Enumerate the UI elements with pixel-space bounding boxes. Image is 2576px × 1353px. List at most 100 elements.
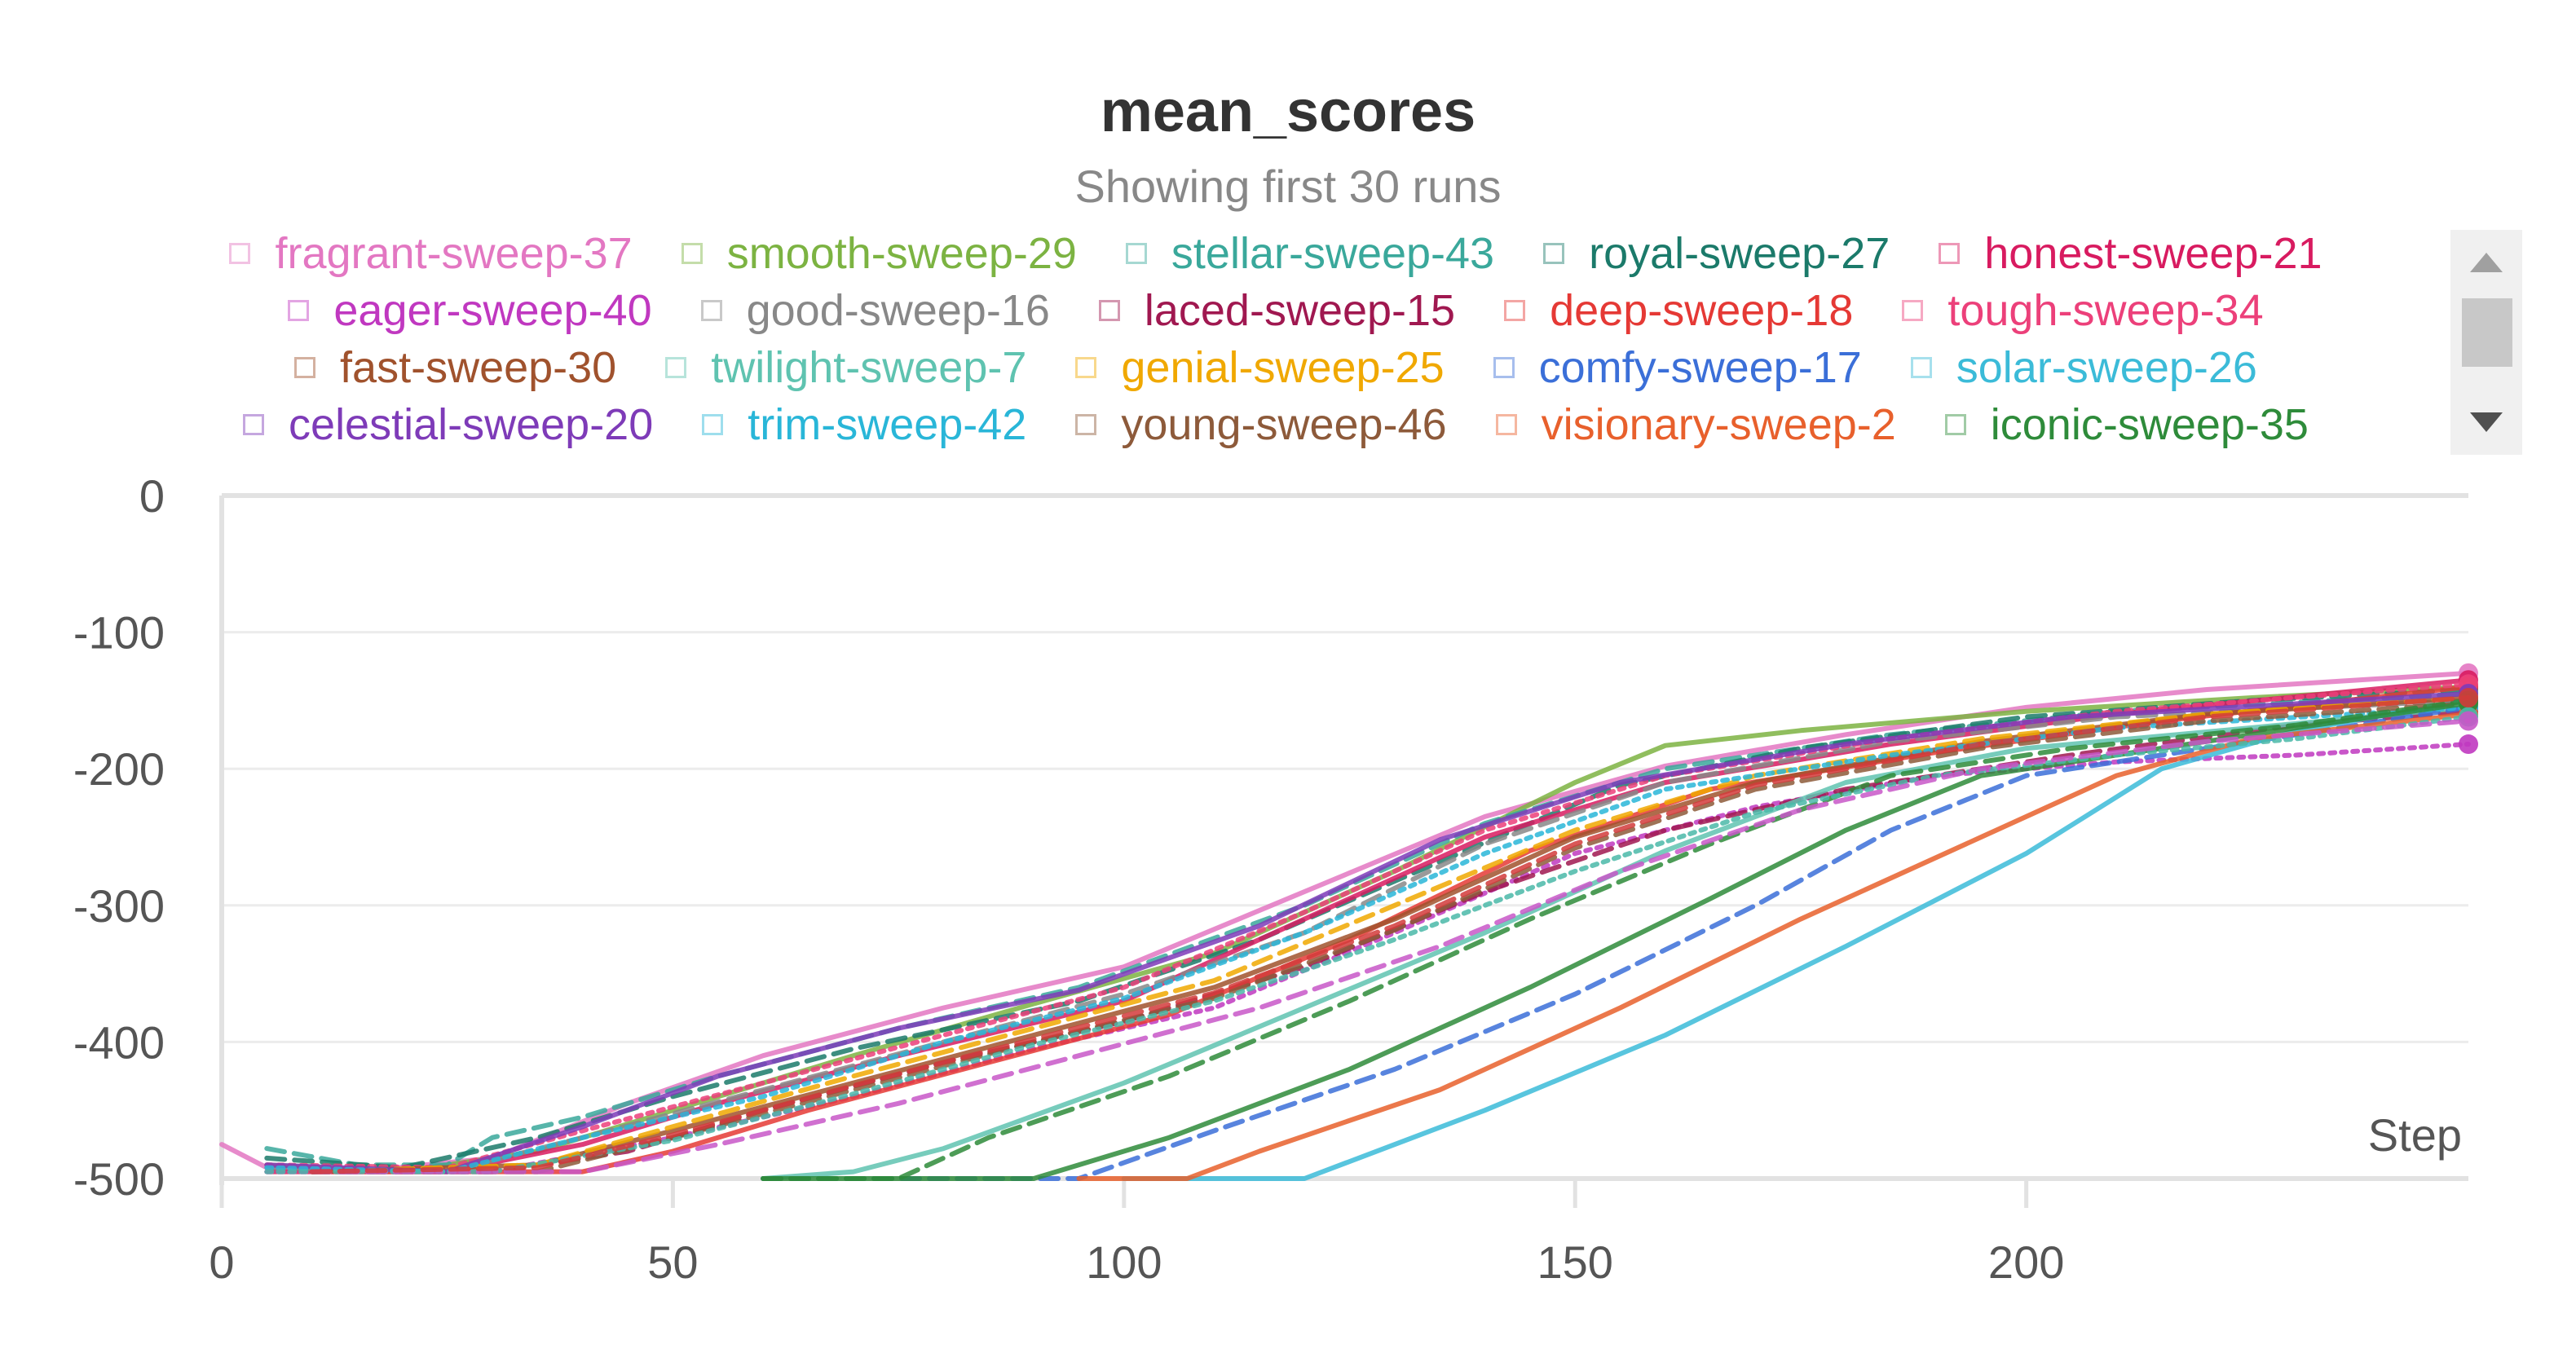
series-line-run-23 — [309, 695, 2471, 1175]
legend-label: eager-sweep-40 — [333, 286, 652, 335]
scroll-up-arrow-icon[interactable] — [2470, 253, 2503, 272]
x-tick-label: 50 — [647, 1236, 698, 1288]
legend-label: fragrant-sweep-37 — [275, 229, 633, 278]
legend-swatch-icon — [229, 243, 251, 264]
legend-swatch-icon — [1075, 414, 1097, 435]
series-line-run-20 — [761, 698, 2471, 1181]
legend-label: royal-sweep-27 — [1589, 229, 1890, 278]
series-line-celestial-sweep-20 — [264, 691, 2471, 1175]
legend-item-laced-sweep-15[interactable]: laced-sweep-15 — [1098, 282, 1456, 339]
legend-swatch-icon — [1125, 243, 1147, 264]
legend-label: twilight-sweep-7 — [711, 343, 1027, 392]
legend-row: fragrant-sweep-37 smooth-sweep-29 stellar-… — [122, 225, 2429, 282]
legend-item-deep-sweep-18[interactable]: deep-sweep-18 — [1504, 282, 1853, 339]
legend-swatch-icon — [681, 243, 703, 264]
legend-item-trim-sweep-42[interactable]: trim-sweep-42 — [702, 396, 1026, 453]
series-end-point-run-23 — [2459, 688, 2478, 708]
legend-swatch-icon — [1493, 357, 1515, 378]
legend-item-stellar-sweep-43[interactable]: stellar-sweep-43 — [1125, 225, 1495, 282]
legend-label: smooth-sweep-29 — [726, 229, 1077, 278]
legend-swatch-icon — [1098, 300, 1120, 321]
legend-label: deep-sweep-18 — [1550, 286, 1854, 335]
legend-scrollbar[interactable] — [2450, 230, 2522, 455]
legend-swatch-icon — [243, 414, 265, 435]
legend-item-young-sweep-46[interactable]: young-sweep-46 — [1075, 396, 1447, 453]
legend-swatch-icon — [1902, 300, 1924, 321]
legend-swatch-icon — [1944, 414, 1966, 435]
legend-item-royal-sweep-27[interactable]: royal-sweep-27 — [1543, 225, 1890, 282]
y-tick-label: -100 — [73, 607, 165, 659]
legend-label: stellar-sweep-43 — [1171, 229, 1495, 278]
legend-item-smooth-sweep-29[interactable]: smooth-sweep-29 — [681, 225, 1077, 282]
legend-item-genial-sweep-25[interactable]: genial-sweep-25 — [1075, 339, 1445, 396]
series-line-visionary-sweep-2 — [1076, 712, 2471, 1181]
chart-legend: fragrant-sweep-37 smooth-sweep-29 stellar-… — [122, 225, 2429, 453]
series-line-twilight-sweep-7 — [761, 704, 2471, 1181]
legend-swatch-icon — [1543, 243, 1565, 264]
y-tick-label: -400 — [73, 1016, 165, 1068]
legend-swatch-icon — [1939, 243, 1961, 264]
legend-row: fast-sweep-30 twilight-sweep-7 genial-swee… — [122, 339, 2429, 396]
legend-item-twilight-sweep-7[interactable]: twilight-sweep-7 — [665, 339, 1026, 396]
legend-item-fragrant-sweep-37[interactable]: fragrant-sweep-37 — [229, 225, 633, 282]
series-line-trim-sweep-42 — [264, 704, 2471, 1175]
legend-label: honest-sweep-21 — [1984, 229, 2322, 278]
legend-label: good-sweep-16 — [746, 286, 1050, 335]
series-line-solar-sweep-26 — [1121, 698, 2471, 1181]
legend-label: comfy-sweep-17 — [1538, 343, 1862, 392]
legend-item-good-sweep-16[interactable]: good-sweep-16 — [700, 282, 1050, 339]
legend-label: tough-sweep-34 — [1947, 286, 2264, 335]
legend-swatch-icon — [294, 357, 316, 378]
series-line-genial-sweep-25 — [309, 695, 2471, 1175]
series-end-point-run-22 — [2459, 711, 2478, 731]
legend-label: trim-sweep-42 — [748, 400, 1027, 449]
legend-swatch-icon — [1075, 357, 1097, 378]
legend-swatch-icon — [288, 300, 310, 321]
legend-item-solar-sweep-26[interactable]: solar-sweep-26 — [1910, 339, 2257, 396]
legend-item-visionary-sweep-2[interactable]: visionary-sweep-2 — [1495, 396, 1896, 453]
legend-label: fast-sweep-30 — [340, 343, 617, 392]
legend-swatch-icon — [702, 414, 724, 435]
legend-row: eager-sweep-40 good-sweep-16 laced-sweep-1… — [122, 282, 2429, 339]
legend-swatch-icon — [1504, 300, 1526, 321]
legend-item-eager-sweep-40[interactable]: eager-sweep-40 — [288, 282, 652, 339]
scroll-thumb[interactable] — [2462, 298, 2512, 367]
series-end-point-eager-sweep-40 — [2459, 734, 2478, 755]
legend-item-fast-sweep-30[interactable]: fast-sweep-30 — [294, 339, 616, 396]
y-tick-label: -200 — [73, 743, 165, 795]
series-line-fast-sweep-30 — [309, 695, 2471, 1175]
chart-subtitle: Showing first 30 runs — [1074, 161, 1502, 212]
series-line-iconic-sweep-35 — [761, 700, 2471, 1181]
series-line-fragrant-sweep-37 — [219, 670, 2471, 1175]
y-tick-label: -500 — [73, 1153, 165, 1205]
legend-label: visionary-sweep-2 — [1541, 400, 1896, 449]
series-line-run-22 — [309, 718, 2471, 1175]
legend-swatch-icon — [1910, 357, 1932, 378]
y-tick-label: -300 — [73, 880, 165, 932]
legend-item-celestial-sweep-20[interactable]: celestial-sweep-20 — [243, 396, 653, 453]
legend-label: genial-sweep-25 — [1121, 343, 1445, 392]
series-line-run-21 — [264, 714, 2471, 1175]
series-line-eager-sweep-40 — [264, 742, 2471, 1175]
x-tick-label: 150 — [1537, 1236, 1613, 1288]
x-tick-label: 0 — [209, 1236, 234, 1288]
scroll-down-arrow-icon[interactable] — [2470, 412, 2503, 432]
legend-swatch-icon — [665, 357, 687, 378]
legend-label: laced-sweep-15 — [1144, 286, 1456, 335]
legend-label: solar-sweep-26 — [1956, 343, 2257, 392]
legend-label: young-sweep-46 — [1121, 400, 1447, 449]
legend-swatch-icon — [700, 300, 722, 321]
legend-swatch-icon — [1495, 414, 1517, 435]
legend-item-honest-sweep-21[interactable]: honest-sweep-21 — [1939, 225, 2322, 282]
x-tick-label: 100 — [1086, 1236, 1162, 1288]
legend-item-iconic-sweep-35[interactable]: iconic-sweep-35 — [1944, 396, 2309, 453]
legend-item-comfy-sweep-17[interactable]: comfy-sweep-17 — [1493, 339, 1862, 396]
legend-item-tough-sweep-34[interactable]: tough-sweep-34 — [1902, 282, 2264, 339]
series-line-tough-sweep-34 — [264, 681, 2471, 1170]
y-tick-label: 0 — [139, 470, 165, 522]
x-tick-label: 200 — [1988, 1236, 2064, 1288]
x-axis-label: Step — [2368, 1109, 2462, 1161]
legend-label: celestial-sweep-20 — [289, 400, 654, 449]
